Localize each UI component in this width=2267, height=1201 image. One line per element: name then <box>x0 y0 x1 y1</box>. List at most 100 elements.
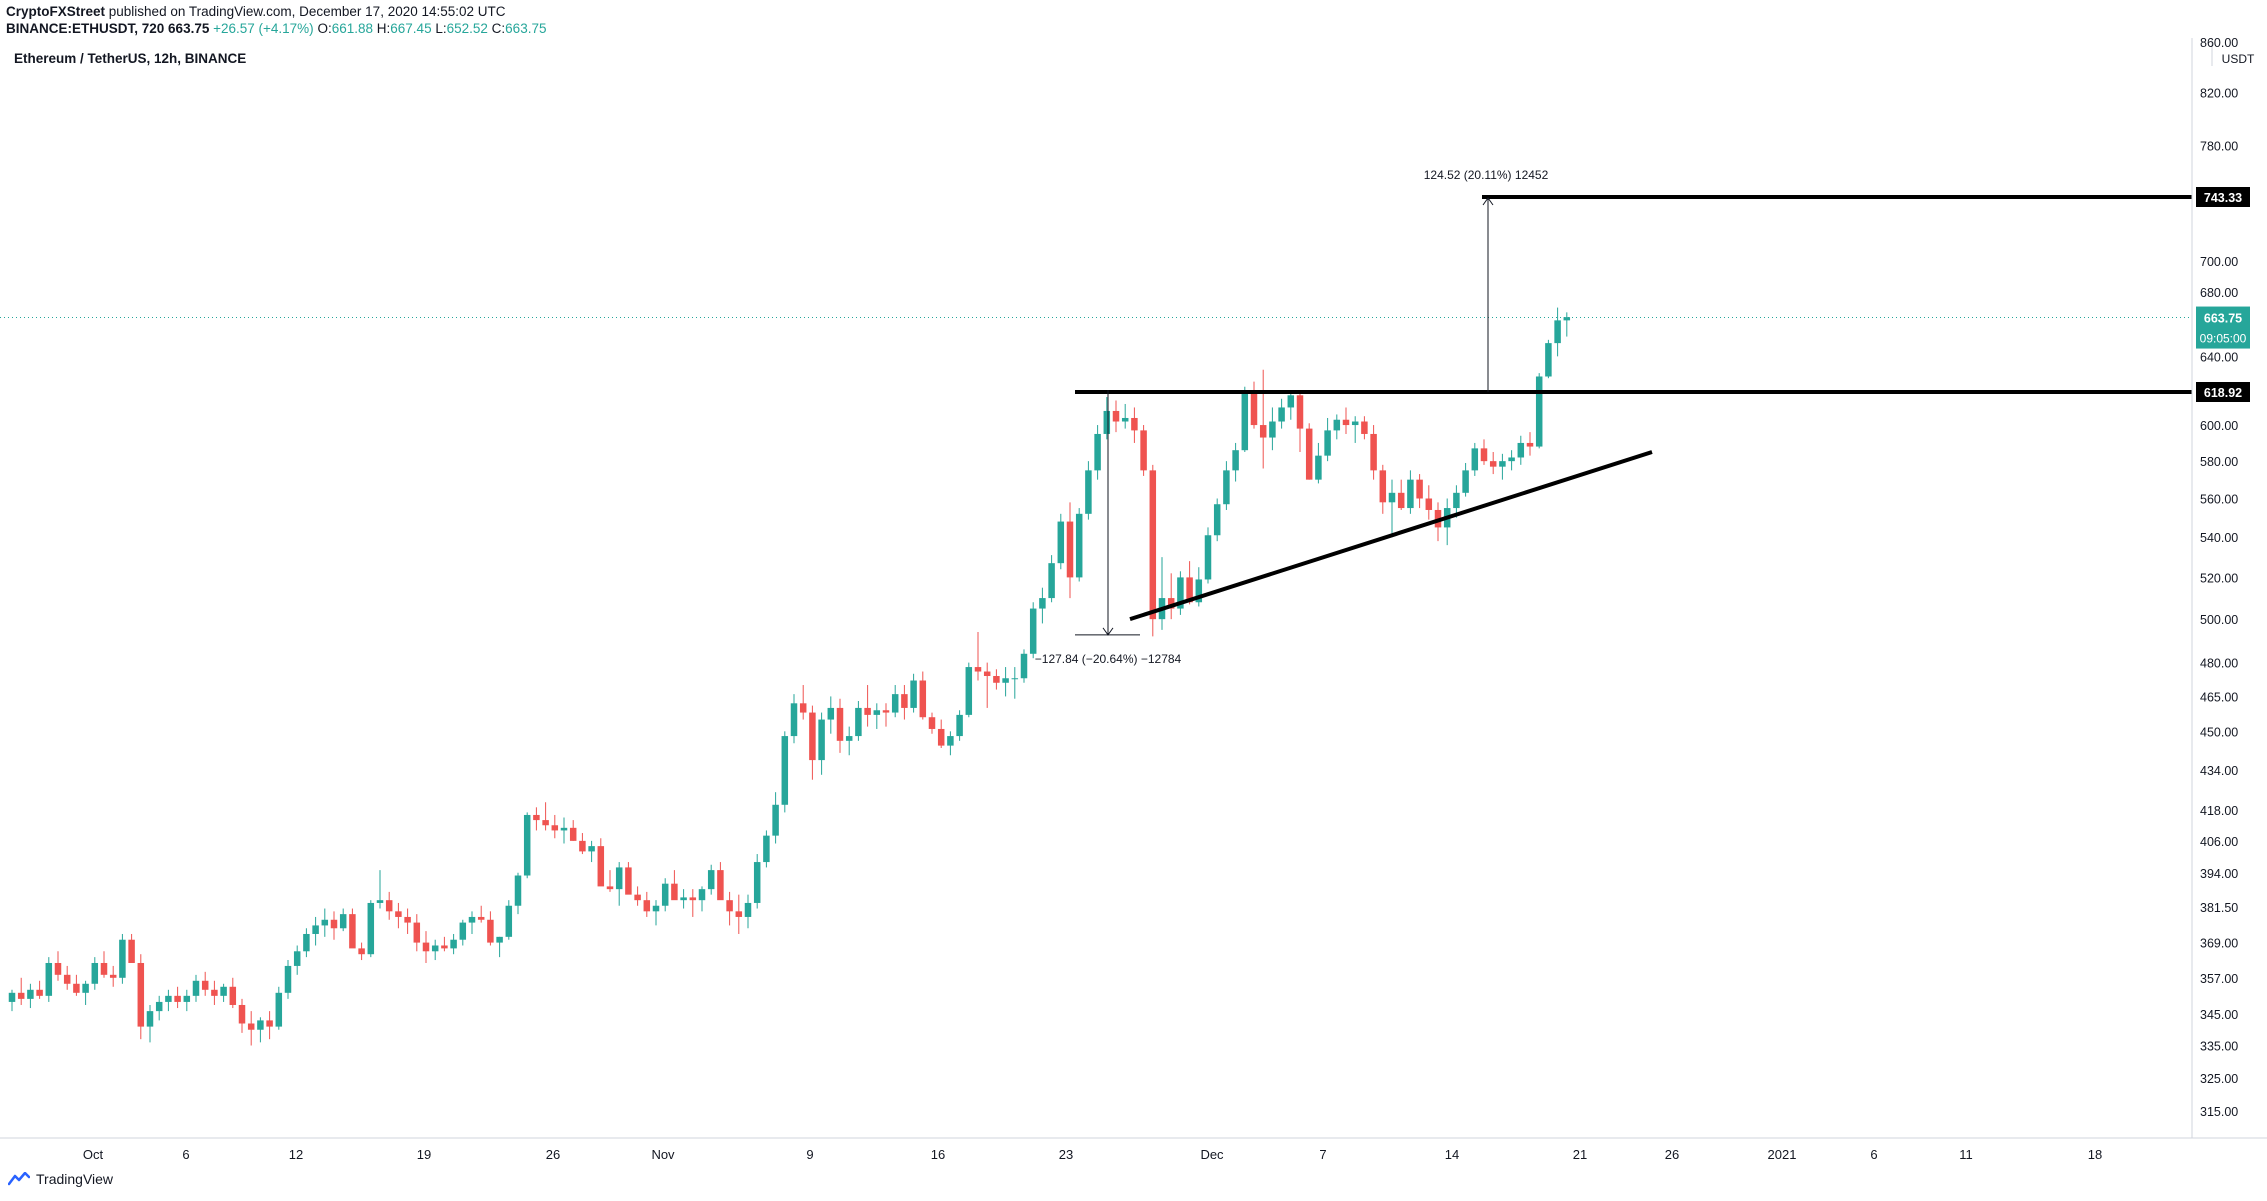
x-tick-label: 14 <box>1445 1147 1459 1162</box>
drawings: 124.52 (20.11%) 12452 −127.84 (−20.64%) −… <box>1035 168 2192 666</box>
x-tick-label: Oct <box>83 1147 104 1162</box>
candle-body <box>551 825 559 831</box>
candle-body <box>146 1011 154 1027</box>
candle-body <box>1397 492 1405 509</box>
candle-body <box>468 916 476 923</box>
candle-body <box>947 736 954 746</box>
price-tags: 743.33 618.92 663.75 09:05:00 <box>2196 187 2250 402</box>
candle-body <box>73 983 80 993</box>
x-tick-label: 7 <box>1319 1147 1326 1162</box>
candle-body <box>1121 417 1129 422</box>
candle-body <box>1057 521 1065 564</box>
y-tick-label: 335.00 <box>2200 1040 2238 1054</box>
candle-body <box>1499 461 1506 467</box>
candle-body <box>772 804 779 836</box>
candle-body <box>910 680 917 708</box>
candle-body <box>542 820 549 826</box>
y-tick-label: 640.00 <box>2200 350 2238 364</box>
chart-title: Ethereum / TetherUS, 12h, BINANCE <box>14 51 247 66</box>
candle-body <box>1315 455 1322 480</box>
candle-body <box>321 919 329 926</box>
x-tick-label: 23 <box>1059 1147 1073 1162</box>
candle-body <box>376 900 384 903</box>
candle-body <box>312 925 319 934</box>
candle-body <box>441 945 448 949</box>
y-tick-label: 480.00 <box>2200 657 2238 671</box>
candle-body <box>27 989 34 999</box>
candle-body <box>974 667 982 672</box>
candle-body <box>395 911 402 917</box>
candle-body <box>993 676 1000 683</box>
y-tick-label: 465.00 <box>2200 690 2238 704</box>
tradingview-logo-icon <box>8 1172 30 1186</box>
candle-body <box>698 889 706 901</box>
published-text: published on TradingView.com, December 1… <box>108 4 506 19</box>
tradingview-brand: TradingView <box>36 1171 114 1187</box>
price-tag-last: 663.75 <box>2204 312 2242 326</box>
ohlc-open: 661.88 <box>331 21 374 36</box>
candle-body <box>1149 470 1157 620</box>
candle-body <box>1489 461 1497 467</box>
candle-body <box>505 905 513 937</box>
y-tick-label: 345.00 <box>2200 1008 2238 1022</box>
candle-body <box>275 992 283 1027</box>
candle-body <box>1370 433 1377 471</box>
candle-body <box>1388 492 1396 503</box>
x-tick-label: 21 <box>1573 1147 1587 1162</box>
candle-body <box>799 703 807 713</box>
candle-body <box>606 886 614 890</box>
candle-body <box>17 992 25 999</box>
y-tick-label: 394.00 <box>2200 867 2238 881</box>
y-tick-label: 780.00 <box>2200 140 2238 154</box>
candle-body <box>330 919 338 929</box>
y-tick-label: 406.00 <box>2200 835 2238 849</box>
candle-body <box>680 897 687 901</box>
candle-body <box>82 983 89 993</box>
candle-body <box>615 867 623 890</box>
candle-body <box>109 974 117 978</box>
candle-body <box>1471 448 1479 471</box>
y-tick-label: 325.00 <box>2200 1072 2238 1086</box>
axes <box>0 38 2267 1139</box>
candle-body <box>1526 442 1534 447</box>
candle-body <box>1167 598 1175 609</box>
candle-body <box>284 965 292 993</box>
x-tick-label: 18 <box>2088 1147 2102 1162</box>
candle-body <box>671 883 678 901</box>
candle-body <box>1085 470 1092 514</box>
ohlc-high: 667.45 <box>390 21 432 36</box>
candle-body <box>1517 442 1525 458</box>
candle-body <box>1204 535 1212 580</box>
candle-body <box>128 939 135 963</box>
candle-body <box>560 827 568 831</box>
candle-body <box>744 902 752 917</box>
tradingview-logo[interactable]: TradingView <box>8 1171 113 1187</box>
candle-body <box>882 710 890 713</box>
candle-body <box>983 671 991 677</box>
y-tick-label: 450.00 <box>2200 725 2238 739</box>
candle-body <box>247 1023 255 1030</box>
candle-body <box>707 870 715 890</box>
candle-body <box>63 974 71 984</box>
candle-body <box>413 922 421 943</box>
candle-body <box>717 870 724 901</box>
publisher-name: CryptoFXStreet <box>6 4 106 19</box>
y-tick-label: 434.00 <box>2200 764 2238 778</box>
candle-body <box>956 714 963 737</box>
candle-body <box>790 703 798 737</box>
candle-body <box>1048 563 1055 599</box>
price-tag-lower: 618.92 <box>2204 386 2242 400</box>
y-tick-label: 560.00 <box>2200 493 2238 507</box>
ohlc-c-label: C: <box>491 21 506 36</box>
currency-label: USDT <box>2222 52 2255 66</box>
x-tick-label: 16 <box>931 1147 945 1162</box>
candle-body <box>1020 653 1028 679</box>
candle-body <box>1075 513 1083 578</box>
candle-body <box>689 897 697 901</box>
candle-body <box>726 900 733 912</box>
candle-body <box>119 939 126 978</box>
y-tick-label: 381.50 <box>2200 901 2238 915</box>
candle-body <box>1324 430 1331 456</box>
candle-body <box>36 989 43 996</box>
